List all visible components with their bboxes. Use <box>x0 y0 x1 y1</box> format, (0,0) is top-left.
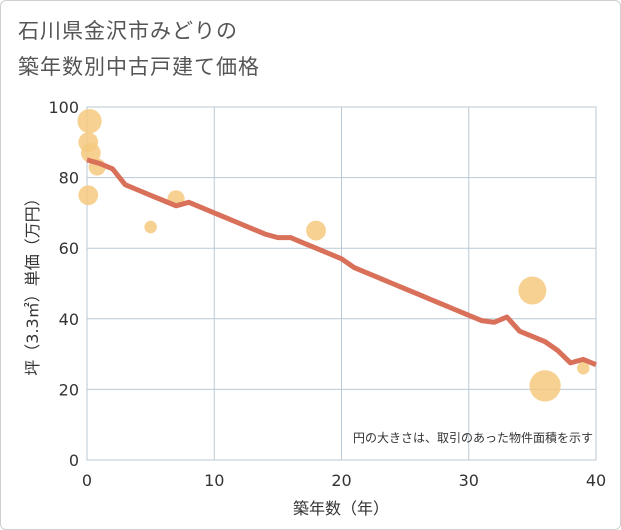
x-tick-label: 30 <box>459 471 479 490</box>
bubble-point <box>78 185 99 206</box>
x-tick-label: 0 <box>82 471 92 490</box>
bubble-series <box>77 108 590 402</box>
y-tick-label: 100 <box>48 98 79 117</box>
y-tick-label: 20 <box>59 380 79 399</box>
bubble-point <box>77 108 102 134</box>
chart-title: 石川県金沢市みどりの 築年数別中古戸建て価格 <box>18 13 260 85</box>
x-tick-label: 40 <box>586 471 606 490</box>
y-tick-label: 40 <box>59 310 79 329</box>
y-tick-label: 80 <box>59 169 79 188</box>
bubble-point <box>306 220 326 241</box>
grid <box>86 106 597 461</box>
y-tick-label: 0 <box>69 451 79 470</box>
trend-line <box>86 157 597 368</box>
x-tick-label: 10 <box>204 471 224 490</box>
x-axis-title: 築年数（年） <box>293 499 389 518</box>
x-tick-labels: 0 10 20 30 40 <box>82 471 606 490</box>
bubble-size-note: 円の大きさは、取引のあった物件面積を示す <box>353 430 593 445</box>
y-tick-labels: 0 20 40 60 80 100 <box>48 98 79 470</box>
bubble-point <box>518 276 547 305</box>
bubble-point <box>577 361 590 375</box>
chart-title-line2: 築年数別中古戸建て価格 <box>18 55 260 79</box>
y-tick-label: 60 <box>59 239 79 258</box>
bubble-point <box>80 142 101 163</box>
bubble-point <box>529 370 561 402</box>
y-axis-title: 坪（3.3㎡）単価（万円） <box>23 190 42 375</box>
bubble-point <box>144 220 157 234</box>
x-tick-label: 20 <box>331 471 351 490</box>
chart-title-line1: 石川県金沢市みどりの <box>18 19 238 43</box>
